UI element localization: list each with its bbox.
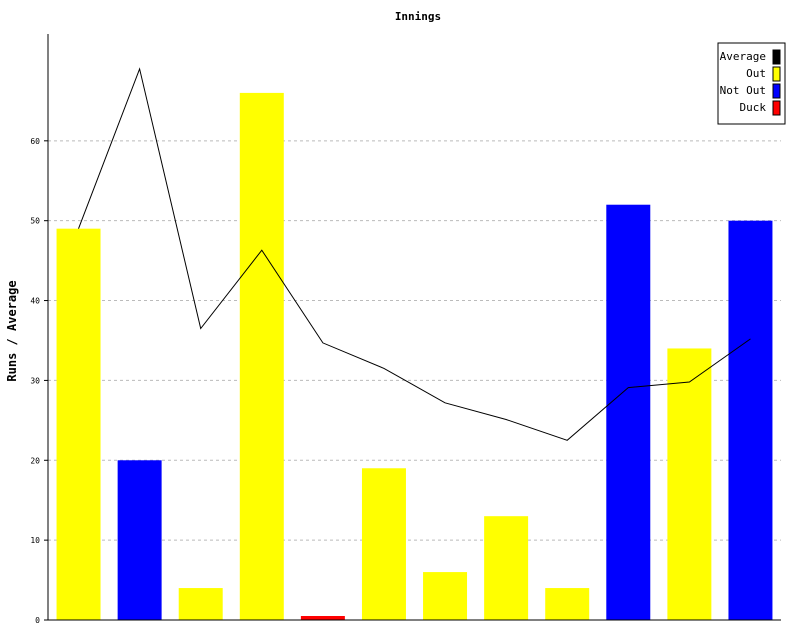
- legend-swatch: [772, 100, 781, 116]
- bar-6: [361, 468, 406, 620]
- y-tick-label: 20: [30, 456, 40, 465]
- y-tick-label: 40: [30, 297, 40, 306]
- bar-12: [728, 220, 773, 620]
- legend-label: Not Out: [720, 84, 766, 97]
- y-tick-label: 30: [30, 376, 40, 385]
- bars: [56, 92, 773, 620]
- y-axis-label: Runs / Average: [5, 280, 19, 381]
- bar-11: [667, 348, 712, 620]
- bar-7: [423, 572, 468, 620]
- bar-4: [239, 92, 284, 620]
- legend-swatch: [772, 83, 781, 99]
- y-tick-label: 10: [30, 536, 40, 545]
- legend: Average Out Not Out Duck: [717, 42, 786, 125]
- y-tick-label: 50: [30, 217, 40, 226]
- average-line-group: [78, 67, 751, 441]
- bar-3: [178, 588, 223, 620]
- legend-swatch: [772, 66, 781, 82]
- bar-2: [117, 460, 162, 620]
- legend-swatch: [772, 49, 781, 65]
- y-tick-label: 60: [30, 137, 40, 146]
- legend-label: Duck: [740, 101, 767, 114]
- bar-9: [545, 588, 590, 620]
- bar-1: [56, 228, 101, 620]
- legend-label: Average: [720, 50, 766, 63]
- bar-5: [300, 616, 345, 620]
- average-line: [78, 67, 751, 441]
- axes: 0 10 20 30 40 50 60: [30, 34, 781, 625]
- chart-title: Innings: [395, 10, 441, 23]
- legend-label: Out: [746, 67, 766, 80]
- bar-10: [606, 204, 651, 620]
- y-tick-label: 0: [35, 616, 40, 625]
- gridlines: [48, 140, 781, 541]
- bar-8: [484, 516, 529, 620]
